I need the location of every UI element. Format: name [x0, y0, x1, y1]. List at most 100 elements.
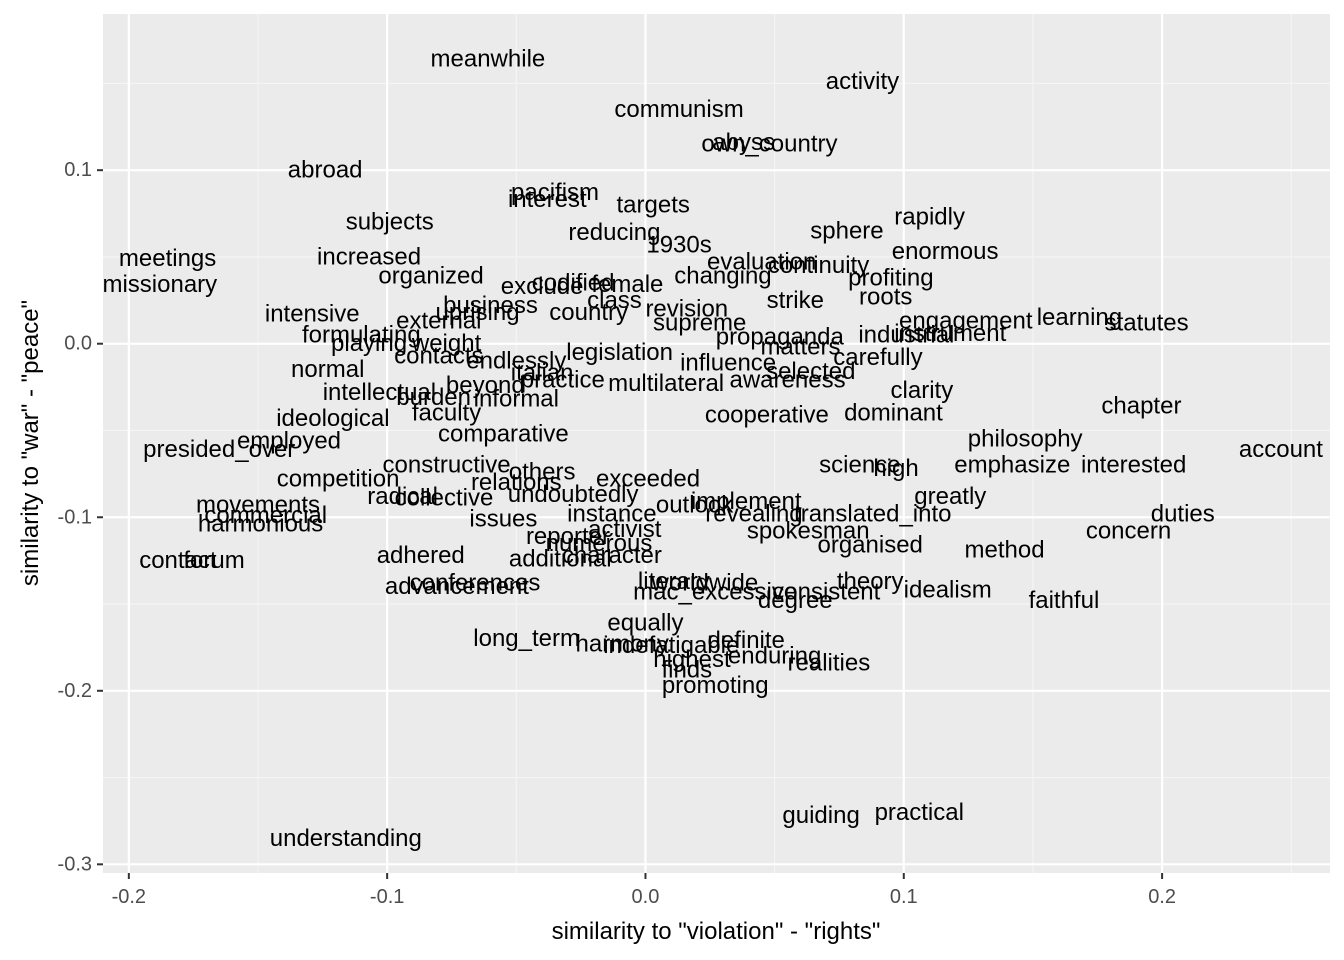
word-label: propaganda — [716, 323, 845, 350]
word-label: legislation — [566, 339, 673, 366]
word-label: multilateral — [608, 370, 724, 397]
word-label: meanwhile — [431, 46, 546, 73]
word-label: literary — [638, 568, 710, 595]
word-label: practical — [875, 799, 964, 826]
x-tick-label: -0.1 — [370, 886, 404, 908]
word-label: competition — [277, 466, 400, 493]
word-label: radical — [367, 483, 438, 510]
word-label: promoting — [662, 672, 769, 699]
word-label: uprising — [436, 299, 520, 326]
word-label: intensive — [265, 301, 360, 328]
x-tick-label: 0.0 — [632, 886, 660, 908]
x-tick-label: 0.1 — [890, 886, 918, 908]
word-label: mac_excessive — [633, 578, 797, 605]
word-label: dominant — [844, 400, 943, 427]
word-label: italian — [511, 360, 574, 387]
word-label: normal — [291, 356, 364, 383]
word-label: ideological — [276, 405, 389, 432]
major-gridlines — [103, 14, 1330, 873]
word-label: awareness — [730, 367, 846, 394]
word-label: forum — [183, 547, 244, 574]
word-label: practice — [521, 367, 605, 394]
word-label: codified — [532, 269, 615, 296]
word-label: faithful — [1029, 587, 1100, 614]
word-label: translated_into — [794, 500, 951, 527]
word-label: exceeded — [596, 466, 700, 493]
word-label: emphasize — [954, 452, 1070, 479]
word-label: idealism — [904, 577, 992, 604]
y-tick-label: 0.0 — [64, 333, 92, 355]
word-label: guiding — [782, 802, 859, 829]
word-label: missionary — [102, 271, 217, 298]
x-tick-label: -0.2 — [112, 886, 146, 908]
word-label: carefully — [833, 344, 922, 371]
word-label: definite — [708, 627, 785, 654]
word-label: roots — [859, 283, 912, 310]
word-label: organised — [817, 532, 922, 559]
word-label: interest — [508, 186, 587, 213]
word-label: class — [587, 287, 642, 314]
word-label: greatly — [914, 483, 986, 510]
y-axis-ticks: -0.3 -0.2 -0.1 0.0 0.1 — [58, 159, 103, 875]
y-tick-label: -0.2 — [58, 680, 92, 702]
word-label: conferences — [410, 570, 541, 597]
word-label: account — [1239, 436, 1323, 463]
word-label: country — [549, 299, 628, 326]
word-label: revealing — [705, 500, 802, 527]
word-label: abyss — [712, 129, 775, 156]
word-label: indefatigable — [603, 632, 739, 659]
word-label: burden — [396, 384, 471, 411]
word-label: contacts — [394, 342, 483, 369]
word-label: weight — [411, 330, 482, 357]
word-label: enormous — [892, 238, 999, 265]
word-label: activity — [826, 68, 899, 95]
plot-panel — [103, 14, 1330, 873]
word-label: targets — [617, 191, 690, 218]
word-label: advancement — [385, 573, 529, 600]
word-label: constructive — [383, 452, 511, 479]
word-label: instrument — [894, 320, 1006, 347]
word-label: understanding — [270, 825, 422, 852]
word-label: learning — [1037, 304, 1122, 331]
word-label: adhered — [377, 542, 465, 569]
word-label: abroad — [288, 157, 363, 184]
x-axis-ticks: -0.2 -0.1 0.0 0.1 0.2 — [112, 873, 1176, 908]
word-label: informal — [474, 386, 559, 413]
word-label: activist — [588, 516, 662, 543]
word-label: commercial — [204, 502, 327, 529]
word-label: chapter — [1101, 393, 1181, 420]
word-label: issues — [469, 505, 537, 532]
word-label: employed — [237, 427, 341, 454]
word-label: additional — [509, 545, 612, 572]
word-label: relations — [471, 469, 562, 496]
word-label: organized — [378, 263, 483, 290]
word-label: highest — [653, 646, 731, 673]
word-label: increased — [317, 243, 421, 270]
word-label: subjects — [346, 209, 434, 236]
word-label: strike — [767, 287, 824, 314]
y-tick-label: -0.1 — [58, 506, 92, 528]
word-label: outlook — [656, 492, 734, 519]
word-label: exclude — [501, 273, 584, 300]
word-label: evaluation — [707, 249, 816, 276]
word-label: finds — [661, 656, 712, 683]
minor-gridlines — [103, 14, 1330, 873]
word-label: influence — [680, 349, 776, 376]
word-label: method — [964, 537, 1044, 564]
word-label: profiting — [848, 264, 933, 291]
word-label: communism — [614, 96, 743, 123]
word-label: sphere — [810, 217, 883, 244]
word-label: others — [509, 459, 576, 486]
word-label: reducing — [568, 219, 660, 246]
word-label: revision — [645, 296, 728, 323]
word-label: duties — [1151, 500, 1215, 527]
word-label: numerous — [546, 530, 653, 557]
word-label: playing — [331, 330, 407, 357]
word-label: harmony — [576, 630, 669, 657]
word-label: instance — [567, 500, 656, 527]
word-label: consistent — [772, 578, 880, 605]
word-label: harmonious — [198, 511, 323, 538]
word-label: changing — [674, 263, 771, 290]
x-axis-title: similarity to "violation" - "rights" — [552, 918, 881, 945]
